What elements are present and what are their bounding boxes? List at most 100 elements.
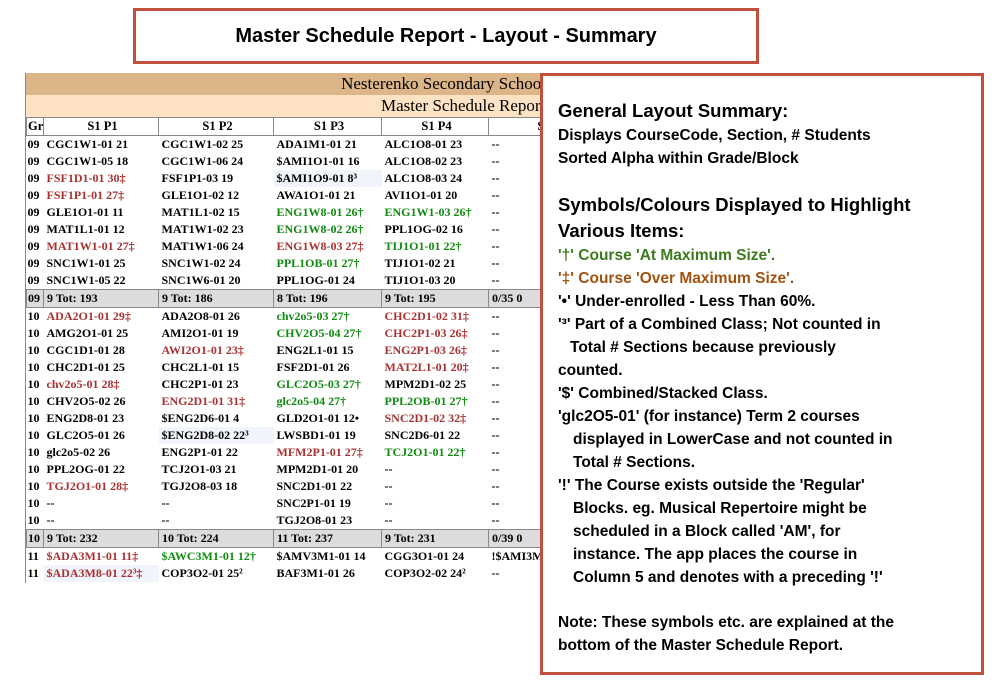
course-cell: ENG2P1-01 22 (161, 445, 238, 459)
course-cell: -- (491, 377, 500, 391)
course-cell: CGC1W1-02 25 (161, 137, 244, 151)
course-cell: MAT2L1-01 20‡ (384, 360, 469, 374)
course-cell: PPL2OG-01 22 (46, 462, 125, 476)
course-cell: CHV2O5-02 26 (46, 394, 126, 408)
course-cell: -- (491, 394, 500, 408)
grade-cell: 09 (27, 222, 40, 236)
course-cell: ENG2P1-03 26‡ (384, 343, 467, 357)
total-cell: 10 Tot: 224 (158, 529, 274, 548)
table-row: 10 ENG2D8-01 23 $ENG2D6-01 4 GLD2O1-01 12• S… (27, 410, 547, 427)
course-cell: FSF1P1-01 27‡ (46, 188, 125, 202)
course-cell: -- (491, 445, 500, 459)
legend-combined: '³' Part of a Combined Class; Not counte… (558, 316, 881, 333)
legend-term2: displayed in LowerCase and not counted i… (573, 431, 893, 448)
total-cell: 11 Tot: 237 (273, 529, 382, 548)
table-row: 10 -- -- SNC2P1-01 19 -- -- (27, 495, 547, 512)
course-cell: PPL1OG-01 24 (276, 273, 355, 287)
summary-line: Displays CourseCode, Section, # Students (558, 127, 871, 144)
course-cell: CHV2O5-04 27† (276, 326, 362, 340)
schedule-table: Gr S1 P1 S1 P2 S1 P3 S1 P4 S1 09 CGC1W1-0… (26, 117, 546, 582)
course-cell: GLC2O5-03 27† (276, 377, 361, 391)
course-cell: GLC2O5-01 26 (46, 428, 125, 442)
course-cell: MAT1W1-01 27‡ (46, 239, 135, 253)
course-cell: GLE1O1-01 11 (46, 205, 124, 219)
grade-cell: 10 (27, 513, 40, 527)
course-cell: SNC2D1-02 32‡ (384, 411, 467, 425)
course-cell: TIJ1O1-03 20 (384, 273, 456, 287)
grade-cell: 09 (27, 239, 40, 253)
total-cell: 0/35 0 (488, 289, 546, 308)
table-row: 10 CHC2D1-01 25 CHC2L1-01 15 FSF2D1-01 26 MA… (27, 359, 547, 376)
course-cell: -- (491, 428, 500, 442)
course-cell: PPL1OG-02 16 (384, 222, 463, 236)
page-title: Master Schedule Report - Layout - Summar… (235, 24, 657, 47)
legend-stacked: '$' Combined/Stacked Class. (558, 385, 768, 402)
grade-cell: 10 (27, 462, 40, 476)
course-cell: -- (491, 222, 500, 236)
course-cell: -- (491, 239, 500, 253)
total-cell: 9 Tot: 186 (158, 289, 274, 308)
course-cell: CGC1W1-05 18 (46, 154, 129, 168)
course-cell: CGG3O1-01 24 (384, 549, 465, 563)
title-box: Master Schedule Report - Layout - Summar… (133, 8, 759, 64)
grade-cell: 11 (27, 566, 39, 580)
report-title: Master Schedule Report (26, 95, 546, 117)
course-cell: chv2o5-01 28‡ (46, 377, 120, 391)
course-cell: AVI1O1-01 20 (384, 188, 458, 202)
grade-cell: 10 (27, 377, 40, 391)
total-cell: 9 Tot: 232 (43, 529, 159, 548)
course-cell: -- (491, 326, 500, 340)
course-cell: ADA1M1-01 21 (276, 137, 357, 151)
course-cell: -- (491, 513, 500, 527)
course-cell: SNC1W1-02 24 (161, 256, 241, 270)
course-cell: ENG1W1-03 26† (384, 205, 472, 219)
course-cell: -- (491, 411, 500, 425)
course-cell: ALC1O8-01 23 (384, 137, 463, 151)
header-s1p5: S1 (488, 117, 546, 136)
grade-cell: 09 (27, 188, 40, 202)
course-cell: $ADA3M8-01 22³‡ (43, 565, 159, 582)
course-cell: !$AMI3M (491, 549, 544, 563)
course-cell: -- (491, 479, 500, 493)
grade-cell: 09 (27, 171, 40, 185)
course-cell: CHC2P1-01 23 (161, 377, 239, 391)
legend-term2: 'glc2O5-01' (for instance) Term 2 course… (558, 408, 860, 425)
course-cell: -- (384, 479, 393, 493)
legend-under-enrolled: '•' Under-enrolled - Less Than 60%. (558, 293, 816, 310)
table-row: 10 AMG2O1-01 25 AMI2O1-01 19 CHV2O5-04 27† C… (27, 325, 547, 342)
grade-cell: 09 (27, 154, 40, 168)
course-cell: BAF3M1-01 26 (276, 566, 355, 580)
course-cell: AWA1O1-01 21 (276, 188, 356, 202)
legend-outside-block: Blocks. eg. Musical Repertoire might be (573, 500, 867, 517)
grade-cell: 10 (27, 411, 40, 425)
course-cell: -- (491, 205, 500, 219)
master-schedule-report: Nesterenko Secondary School Master Sched… (25, 73, 546, 583)
course-cell: -- (384, 462, 393, 476)
course-cell: TIJ1O1-01 22† (384, 239, 462, 253)
course-cell: $ENG2D8-02 22³ (158, 427, 274, 444)
header-grade: Gr (26, 117, 44, 136)
summary-heading: General Layout Summary: (558, 100, 789, 121)
table-row: 09 SNC1W1-05 22 SNC1W6-01 20 PPL1OG-01 24 TI… (27, 272, 547, 290)
table-row: 10 ADA2O1-01 29‡ ADA2O8-01 26 chv2o5-03 27†… (27, 308, 547, 326)
course-cell: $ADA3M1-01 11‡ (46, 549, 139, 563)
course-cell: TGJ2O8-03 18 (161, 479, 238, 493)
header-s1p4: S1 P4 (381, 117, 489, 136)
table-row: 10 chv2o5-01 28‡ CHC2P1-01 23 GLC2O5-03 27†… (27, 376, 547, 393)
course-cell: TGJ2O8-01 23 (276, 513, 353, 527)
table-row: 09 SNC1W1-01 25 SNC1W1-02 24 PPL1OB-01 27† T… (27, 255, 547, 272)
course-cell: PPL2OB-01 27† (384, 394, 468, 408)
course-cell: TCJ2O1-01 22† (384, 445, 466, 459)
course-cell: MPM2D1-01 20 (276, 462, 359, 476)
course-cell: ENG2D8-01 23 (46, 411, 125, 425)
course-cell: -- (384, 496, 393, 510)
course-cell: SNC2D1-01 22 (276, 479, 353, 493)
grade-cell: 10 (27, 343, 40, 357)
header-row: Gr S1 P1 S1 P2 S1 P3 S1 P4 S1 (26, 117, 546, 136)
course-cell: CHC2L1-01 15 (161, 360, 240, 374)
course-cell: -- (491, 137, 500, 151)
grade-cell: 09 (27, 137, 40, 151)
note: Note: These symbols etc. are explained a… (558, 614, 894, 631)
legend-outside-block: instance. The app places the course in (573, 546, 858, 563)
course-cell: -- (491, 360, 500, 374)
